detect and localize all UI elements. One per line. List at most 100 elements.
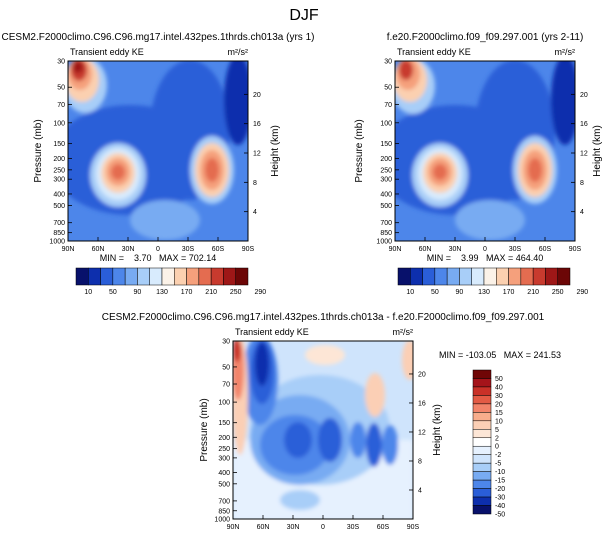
- y-tick-label: 850: [53, 230, 65, 237]
- y-tick-label: 70: [222, 382, 230, 389]
- heatmap-plot: [233, 341, 413, 519]
- colorbar-label: -50: [495, 512, 505, 519]
- y-axis-label-right: Height (km): [592, 125, 603, 177]
- y-tick-label: 200: [380, 156, 392, 163]
- y-axis-label: Pressure (mb): [33, 119, 44, 182]
- colorbar-label: 15: [495, 410, 503, 417]
- heatmap-plot: [395, 61, 575, 241]
- colorbar-label: 170: [181, 289, 193, 296]
- colorbar-label: -40: [495, 503, 505, 510]
- colorbar-label: 210: [527, 289, 539, 296]
- colorbar-swatch: [496, 267, 509, 286]
- colorbar-swatch: [235, 267, 249, 286]
- colorbar-label: 2: [495, 435, 499, 442]
- y-axis-label-right: Height (km): [432, 404, 443, 456]
- colorbar-label: -2: [495, 452, 501, 459]
- x-tick-label: 90S: [407, 524, 420, 531]
- y-tick-label: 500: [53, 203, 65, 210]
- height-tick-label: 16: [580, 121, 588, 128]
- colorbar-swatch: [100, 267, 114, 286]
- colorbar-swatch: [472, 378, 492, 388]
- height-tick-label: 12: [253, 151, 261, 158]
- y-tick-label: 30: [384, 59, 392, 66]
- y-tick-label: 700: [53, 220, 65, 227]
- panel-title: CESM2.F2000climo.C96.C96.mg17.intel.432p…: [2, 32, 315, 43]
- colorbar-label: 130: [156, 289, 168, 296]
- height-tick-label: 8: [253, 180, 257, 187]
- y-tick-label: 250: [380, 167, 392, 174]
- colorbar-label: 10: [84, 289, 92, 296]
- colorbar-swatch: [472, 437, 492, 447]
- colorbar-swatch: [472, 471, 492, 481]
- units-label: m²/s²: [228, 47, 249, 57]
- colorbar-swatch: [124, 267, 138, 286]
- y-tick-label: 70: [57, 102, 65, 109]
- colorbar-swatch: [472, 395, 492, 405]
- colorbar-swatch: [186, 267, 200, 286]
- colorbar-swatch: [88, 267, 101, 286]
- y-axis-label: Pressure (mb): [354, 119, 365, 182]
- colorbar: 10 50 90 130 170 210 250 290: [75, 267, 266, 296]
- colorbar-label: -5: [495, 461, 501, 468]
- colorbar-swatch: [397, 267, 411, 286]
- colorbar-label: 290: [254, 289, 266, 296]
- panel-top-right: f.e20.F2000climo.f09_f09.297.001 (yrs 2-…: [354, 32, 603, 296]
- x-tick-label: 0: [483, 246, 487, 253]
- x-tick-label: 60S: [212, 246, 225, 253]
- colorbar-swatch: [198, 267, 212, 286]
- y-tick-label: 1000: [214, 517, 230, 524]
- y-tick-label: 250: [53, 167, 65, 174]
- y-tick-label: 500: [380, 203, 392, 210]
- y-tick-label: 700: [380, 220, 392, 227]
- x-tick-label: 90N: [227, 524, 240, 531]
- y-tick-label: 200: [53, 156, 65, 163]
- height-tick-label: 20: [418, 371, 426, 378]
- y-tick-label: 850: [218, 508, 230, 515]
- colorbar-swatch: [508, 267, 522, 286]
- height-tick-label: 8: [580, 180, 584, 187]
- min-max-readout: MIN = 3.99 MAX = 464.40: [427, 253, 544, 263]
- y-tick-label: 500: [218, 481, 230, 488]
- colorbar-swatch: [149, 267, 163, 286]
- x-tick-label: 90N: [389, 246, 402, 253]
- colorbar-swatch: [483, 267, 497, 286]
- y-tick-label: 150: [218, 420, 230, 427]
- colorbar-label: 170: [503, 289, 515, 296]
- y-tick-label: 150: [53, 141, 65, 148]
- y-tick-label: 50: [384, 85, 392, 92]
- colorbar-swatch: [422, 267, 436, 286]
- colorbar-swatch: [472, 496, 492, 506]
- y-tick-label: 400: [53, 191, 65, 198]
- colorbar-swatch: [75, 267, 89, 286]
- colorbar-label: -20: [495, 486, 505, 493]
- units-label: m²/s²: [555, 47, 576, 57]
- colorbar-swatch: [472, 412, 492, 422]
- y-tick-label: 300: [380, 177, 392, 184]
- x-tick-label: 30S: [182, 246, 195, 253]
- colorbar-label: -15: [495, 478, 505, 485]
- colorbar-label: 50: [431, 289, 439, 296]
- panel-subtitle: Transient eddy KE: [70, 47, 144, 57]
- colorbar-label: 210: [205, 289, 217, 296]
- height-tick-label: 4: [418, 487, 422, 494]
- y-tick-label: 700: [218, 498, 230, 505]
- y-tick-label: 200: [218, 435, 230, 442]
- colorbar-swatch: [471, 267, 485, 286]
- colorbar-swatch: [210, 267, 224, 286]
- colorbar-label: -10: [495, 469, 505, 476]
- colorbar-swatch: [472, 488, 492, 498]
- colorbar-label: 50: [495, 376, 503, 383]
- colorbar-label: 290: [576, 289, 588, 296]
- x-tick-label: 60N: [257, 524, 270, 531]
- colorbar-label: 30: [495, 393, 503, 400]
- colorbar-swatch: [472, 403, 492, 413]
- y-tick-label: 1000: [376, 239, 392, 246]
- y-tick-label: 70: [384, 102, 392, 109]
- y-tick-label: 1000: [49, 239, 65, 246]
- x-tick-label: 30S: [509, 246, 522, 253]
- axes: 90N 60N 30N 0 30S 60S 90S 30 50 70 100 150 200 250 300…: [49, 59, 260, 254]
- colorbar-swatch: [557, 267, 571, 286]
- colorbar-swatch: [472, 454, 492, 464]
- colorbar-swatch: [112, 267, 126, 286]
